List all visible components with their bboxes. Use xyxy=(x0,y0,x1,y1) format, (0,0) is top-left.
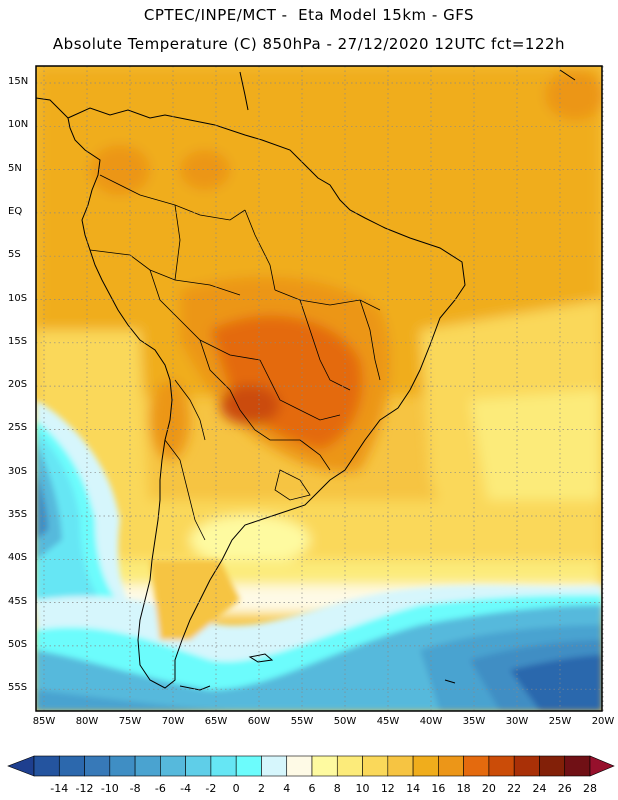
longitude-label: 55W xyxy=(290,716,314,727)
colorbar-label: 28 xyxy=(583,782,597,795)
longitude-label: 65W xyxy=(204,716,228,727)
colorbar-swatch xyxy=(58,755,85,777)
colorbar-swatch xyxy=(160,755,186,777)
latitude-label: 20S xyxy=(8,379,28,391)
colorbar-label: 0 xyxy=(232,782,240,795)
latitude-label: 50S xyxy=(8,638,28,650)
latitude-label: 5S xyxy=(8,249,21,261)
colorbar-label: 24 xyxy=(532,782,547,795)
longitude-label: 25W xyxy=(548,716,572,727)
longitude-label: 80W xyxy=(75,716,99,727)
colorbar-swatch xyxy=(387,755,414,777)
latitude-label: 45S xyxy=(8,595,28,607)
colorbar-label: 18 xyxy=(456,782,471,795)
continent-outline xyxy=(67,107,466,689)
colorbar-label: -8 xyxy=(129,782,141,795)
colorbar-swatch xyxy=(261,755,288,777)
colorbar-low-arrow xyxy=(7,755,35,777)
colorbar-swatch xyxy=(362,755,389,777)
map-frame xyxy=(35,65,603,712)
colorbar-label: -4 xyxy=(180,782,192,795)
colorbar-swatch xyxy=(185,755,212,777)
colorbar-label: -2 xyxy=(205,782,217,795)
colorbar-swatch xyxy=(564,755,591,777)
colorbar-label: 10 xyxy=(355,782,370,795)
colorbar-swatch xyxy=(438,755,464,777)
colorbar-high-arrow xyxy=(589,755,615,777)
colorbar xyxy=(7,755,615,777)
colorbar-swatch xyxy=(33,755,60,777)
map-title-line1: CPTEC/INPE/MCT - Eta Model 15km - GFS xyxy=(143,6,475,24)
latitude-label: 15N xyxy=(8,76,29,87)
colorbar-label: 16 xyxy=(431,782,446,795)
temperature-field xyxy=(36,66,602,711)
longitude-label: 45W xyxy=(376,716,400,727)
longitude-label: 40W xyxy=(419,716,443,727)
country-borders xyxy=(89,174,381,541)
colorbar-label: 6 xyxy=(308,782,316,795)
colorbar-swatch xyxy=(210,755,237,777)
colorbar-label: -10 xyxy=(100,782,119,795)
longitude-label: 70W xyxy=(161,716,185,727)
colorbar-label: 4 xyxy=(283,782,291,795)
colorbar-label: -12 xyxy=(75,782,94,795)
longitude-label: 50W xyxy=(333,716,357,727)
colorbar-label: 20 xyxy=(481,782,496,795)
colorbar-swatch xyxy=(463,755,490,777)
colorbar-swatch xyxy=(539,755,566,777)
colorbar-label: 12 xyxy=(380,782,395,795)
colorbar-label: 14 xyxy=(406,782,421,795)
colorbar-label: -6 xyxy=(154,782,166,795)
colorbar-label: 22 xyxy=(507,782,522,795)
colorbar-swatch xyxy=(513,755,540,777)
latitude-label: 25S xyxy=(8,422,28,434)
colorbar-label: 26 xyxy=(557,782,572,795)
longitude-label: 85W xyxy=(32,716,56,727)
latitude-label: 55S xyxy=(8,682,28,694)
colorbar-swatch xyxy=(286,755,313,777)
latitude-label: 15S xyxy=(8,335,28,347)
latitude-label: 35S xyxy=(8,509,28,520)
latitude-label: 5N xyxy=(8,162,22,174)
latitude-label: 10S xyxy=(8,292,28,304)
longitude-label: 60W xyxy=(247,716,271,727)
map-title-line2: Absolute Temperature (C) 850hPa - 27/12/… xyxy=(52,35,566,53)
longitude-label: 20W xyxy=(591,716,615,727)
longitude-label: 75W xyxy=(118,716,142,727)
latitude-label: 30S xyxy=(8,465,28,477)
longitude-label: 35W xyxy=(462,716,486,727)
latitude-label: 40S xyxy=(8,552,28,564)
latitude-label: 10N xyxy=(8,119,29,131)
colorbar-label: 2 xyxy=(257,782,265,795)
colorbar-swatch xyxy=(235,755,262,777)
colorbar-swatch xyxy=(336,755,363,777)
colorbar-label: 8 xyxy=(333,782,341,795)
longitude-label: 30W xyxy=(505,716,529,727)
colorbar-swatch xyxy=(488,755,515,777)
colorbar-swatch xyxy=(311,755,338,777)
latitude-label: EQ xyxy=(8,205,23,217)
colorbar-label: -14 xyxy=(50,782,69,795)
colorbar-swatch xyxy=(84,755,111,777)
colorbar-swatch xyxy=(109,755,136,777)
colorbar-swatch xyxy=(412,755,439,777)
colorbar-swatch xyxy=(134,755,161,777)
